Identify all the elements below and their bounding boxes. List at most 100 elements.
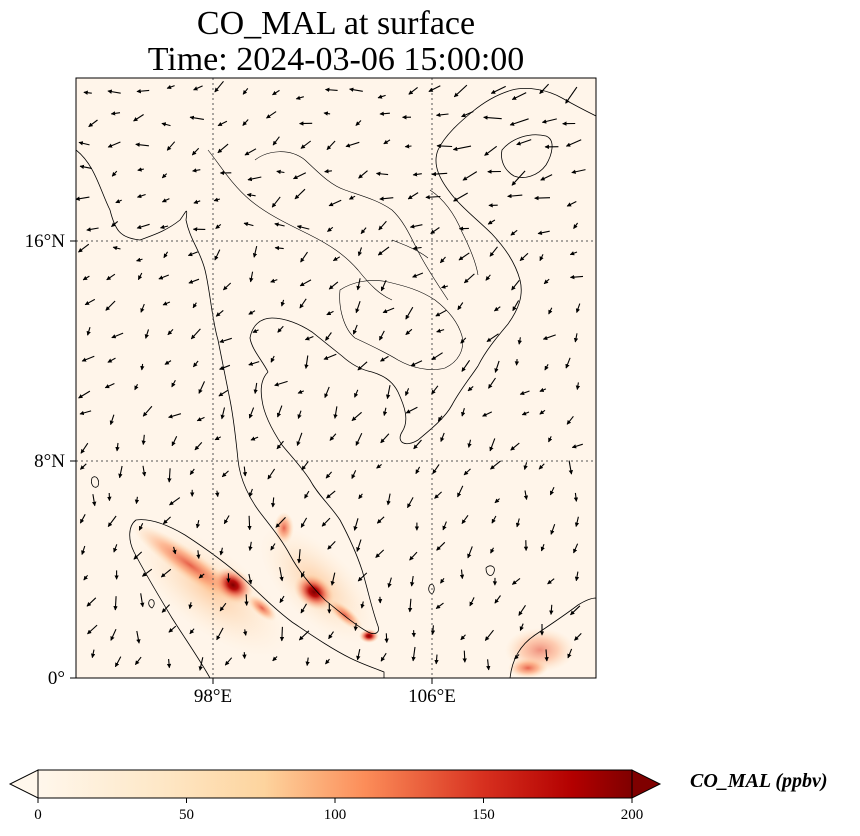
country-borders (207, 149, 479, 370)
wind-arrow (523, 462, 528, 471)
wind-arrow (463, 273, 475, 284)
wind-arrow (509, 118, 529, 126)
wind-arrow (380, 433, 390, 444)
wind-arrow (110, 111, 121, 116)
wind-arrow (569, 251, 578, 256)
wind-arrow (111, 332, 124, 339)
wind-arrow (519, 390, 530, 396)
wind-arrow (510, 229, 518, 236)
wind-arrow (189, 468, 195, 475)
wind-arrow (358, 493, 363, 500)
wind-arrow (106, 273, 116, 281)
wind-arrow (378, 220, 387, 231)
wind-arrow (543, 278, 550, 285)
wind-arrow (462, 650, 467, 663)
wind-arrow (405, 388, 410, 397)
wind-arrow (442, 521, 447, 531)
wind-arrow (172, 546, 177, 555)
wind-arrow (198, 381, 205, 394)
wind-arrow (113, 544, 118, 553)
wind-arrow (299, 298, 307, 309)
wind-arrow (248, 573, 253, 585)
wind-arrow (571, 443, 583, 449)
wind-arrow (275, 517, 286, 528)
wind-arrow (266, 111, 277, 119)
wind-arrow (356, 278, 361, 291)
wind-arrow (276, 405, 283, 418)
wind-arrow (134, 384, 139, 391)
wind-arrow (435, 309, 447, 317)
wind-arrow (348, 195, 356, 200)
wind-arrow (243, 222, 254, 227)
wind-arrow (270, 497, 276, 508)
wind-arrow (166, 141, 176, 151)
wind-arrow (276, 169, 285, 175)
wind-arrow (164, 360, 172, 365)
wind-arrow (490, 85, 506, 94)
wind-arrow (375, 549, 385, 558)
wind-arrow (523, 490, 529, 501)
wind-arrow (360, 227, 367, 235)
wind-arrow (412, 172, 422, 177)
wind-arrow (357, 247, 363, 257)
wind-arrow (511, 170, 526, 186)
wind-arrow (574, 571, 580, 582)
wind-arrow (548, 436, 553, 443)
wind-arrow (345, 141, 360, 148)
wind-arrow (384, 633, 389, 644)
wind-arrow (294, 188, 306, 200)
wind-arrow (575, 382, 581, 391)
wind-arrow (162, 301, 171, 306)
wind-arrow (296, 432, 303, 447)
wind-arrow (461, 110, 474, 118)
wind-arrow (565, 86, 578, 104)
wind-arrow (171, 379, 176, 388)
wind-arrow (136, 630, 141, 644)
wind-arrow (436, 541, 446, 551)
wind-arrow (188, 602, 193, 610)
lat-label-16n: 16°N (24, 231, 65, 252)
gridlines (76, 78, 596, 678)
wind-arrow (163, 516, 171, 525)
wind-arrow (574, 516, 580, 528)
wind-arrow (460, 337, 467, 344)
wind-arrow (86, 597, 97, 607)
wind-arrow (137, 167, 145, 172)
wind-arrow (300, 140, 312, 149)
wind-arrow (484, 145, 498, 156)
wind-arrow (92, 494, 97, 507)
wind-arrow (80, 463, 87, 470)
wind-arrow (270, 278, 278, 283)
wind-arrow (439, 256, 446, 264)
wind-arrow (353, 518, 359, 531)
wind-arrow (387, 577, 392, 588)
wind-arrow (431, 171, 448, 177)
lat-label-8n: 8°N (34, 451, 65, 472)
wind-arrow (458, 252, 470, 261)
wind-arrow (277, 325, 284, 333)
wind-arrow (328, 281, 339, 290)
wind-arrow (324, 169, 332, 174)
wind-arrow (304, 490, 310, 499)
wind-arrow (547, 578, 555, 585)
wind-arrow (191, 147, 200, 156)
wind-arrow (213, 197, 221, 202)
wind-arrow (248, 541, 253, 551)
wind-arrow (78, 243, 90, 253)
wind-arrow (189, 115, 204, 120)
wind-arrow (196, 416, 205, 422)
wind-arrow (161, 604, 170, 613)
wind-arrow (299, 279, 312, 287)
wind-arrow (326, 310, 334, 316)
wind-arrow (571, 169, 586, 174)
wind-arrow (351, 470, 357, 479)
wind-arrow (411, 646, 416, 662)
wind-arrow (573, 333, 579, 343)
wind-arrow (136, 223, 150, 230)
wind-arrow (242, 119, 249, 126)
wind-arrow (86, 227, 99, 232)
wind-arrow (195, 519, 201, 529)
wind-arrow (171, 435, 178, 447)
wind-arrow (198, 573, 205, 579)
